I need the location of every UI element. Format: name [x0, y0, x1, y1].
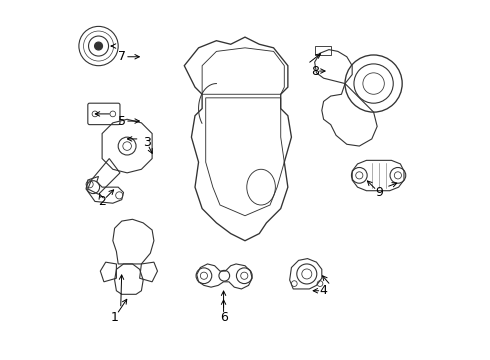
Text: 4: 4 [319, 284, 327, 297]
Text: 9: 9 [375, 186, 383, 199]
Text: 7: 7 [118, 50, 126, 63]
Text: 1: 1 [111, 311, 119, 324]
Text: 5: 5 [118, 114, 126, 127]
Text: 8: 8 [311, 64, 319, 77]
Text: 2: 2 [98, 195, 106, 208]
Text: 6: 6 [220, 311, 227, 324]
Text: 3: 3 [143, 136, 151, 149]
Bar [315, 46, 331, 55]
Circle shape [95, 42, 102, 50]
